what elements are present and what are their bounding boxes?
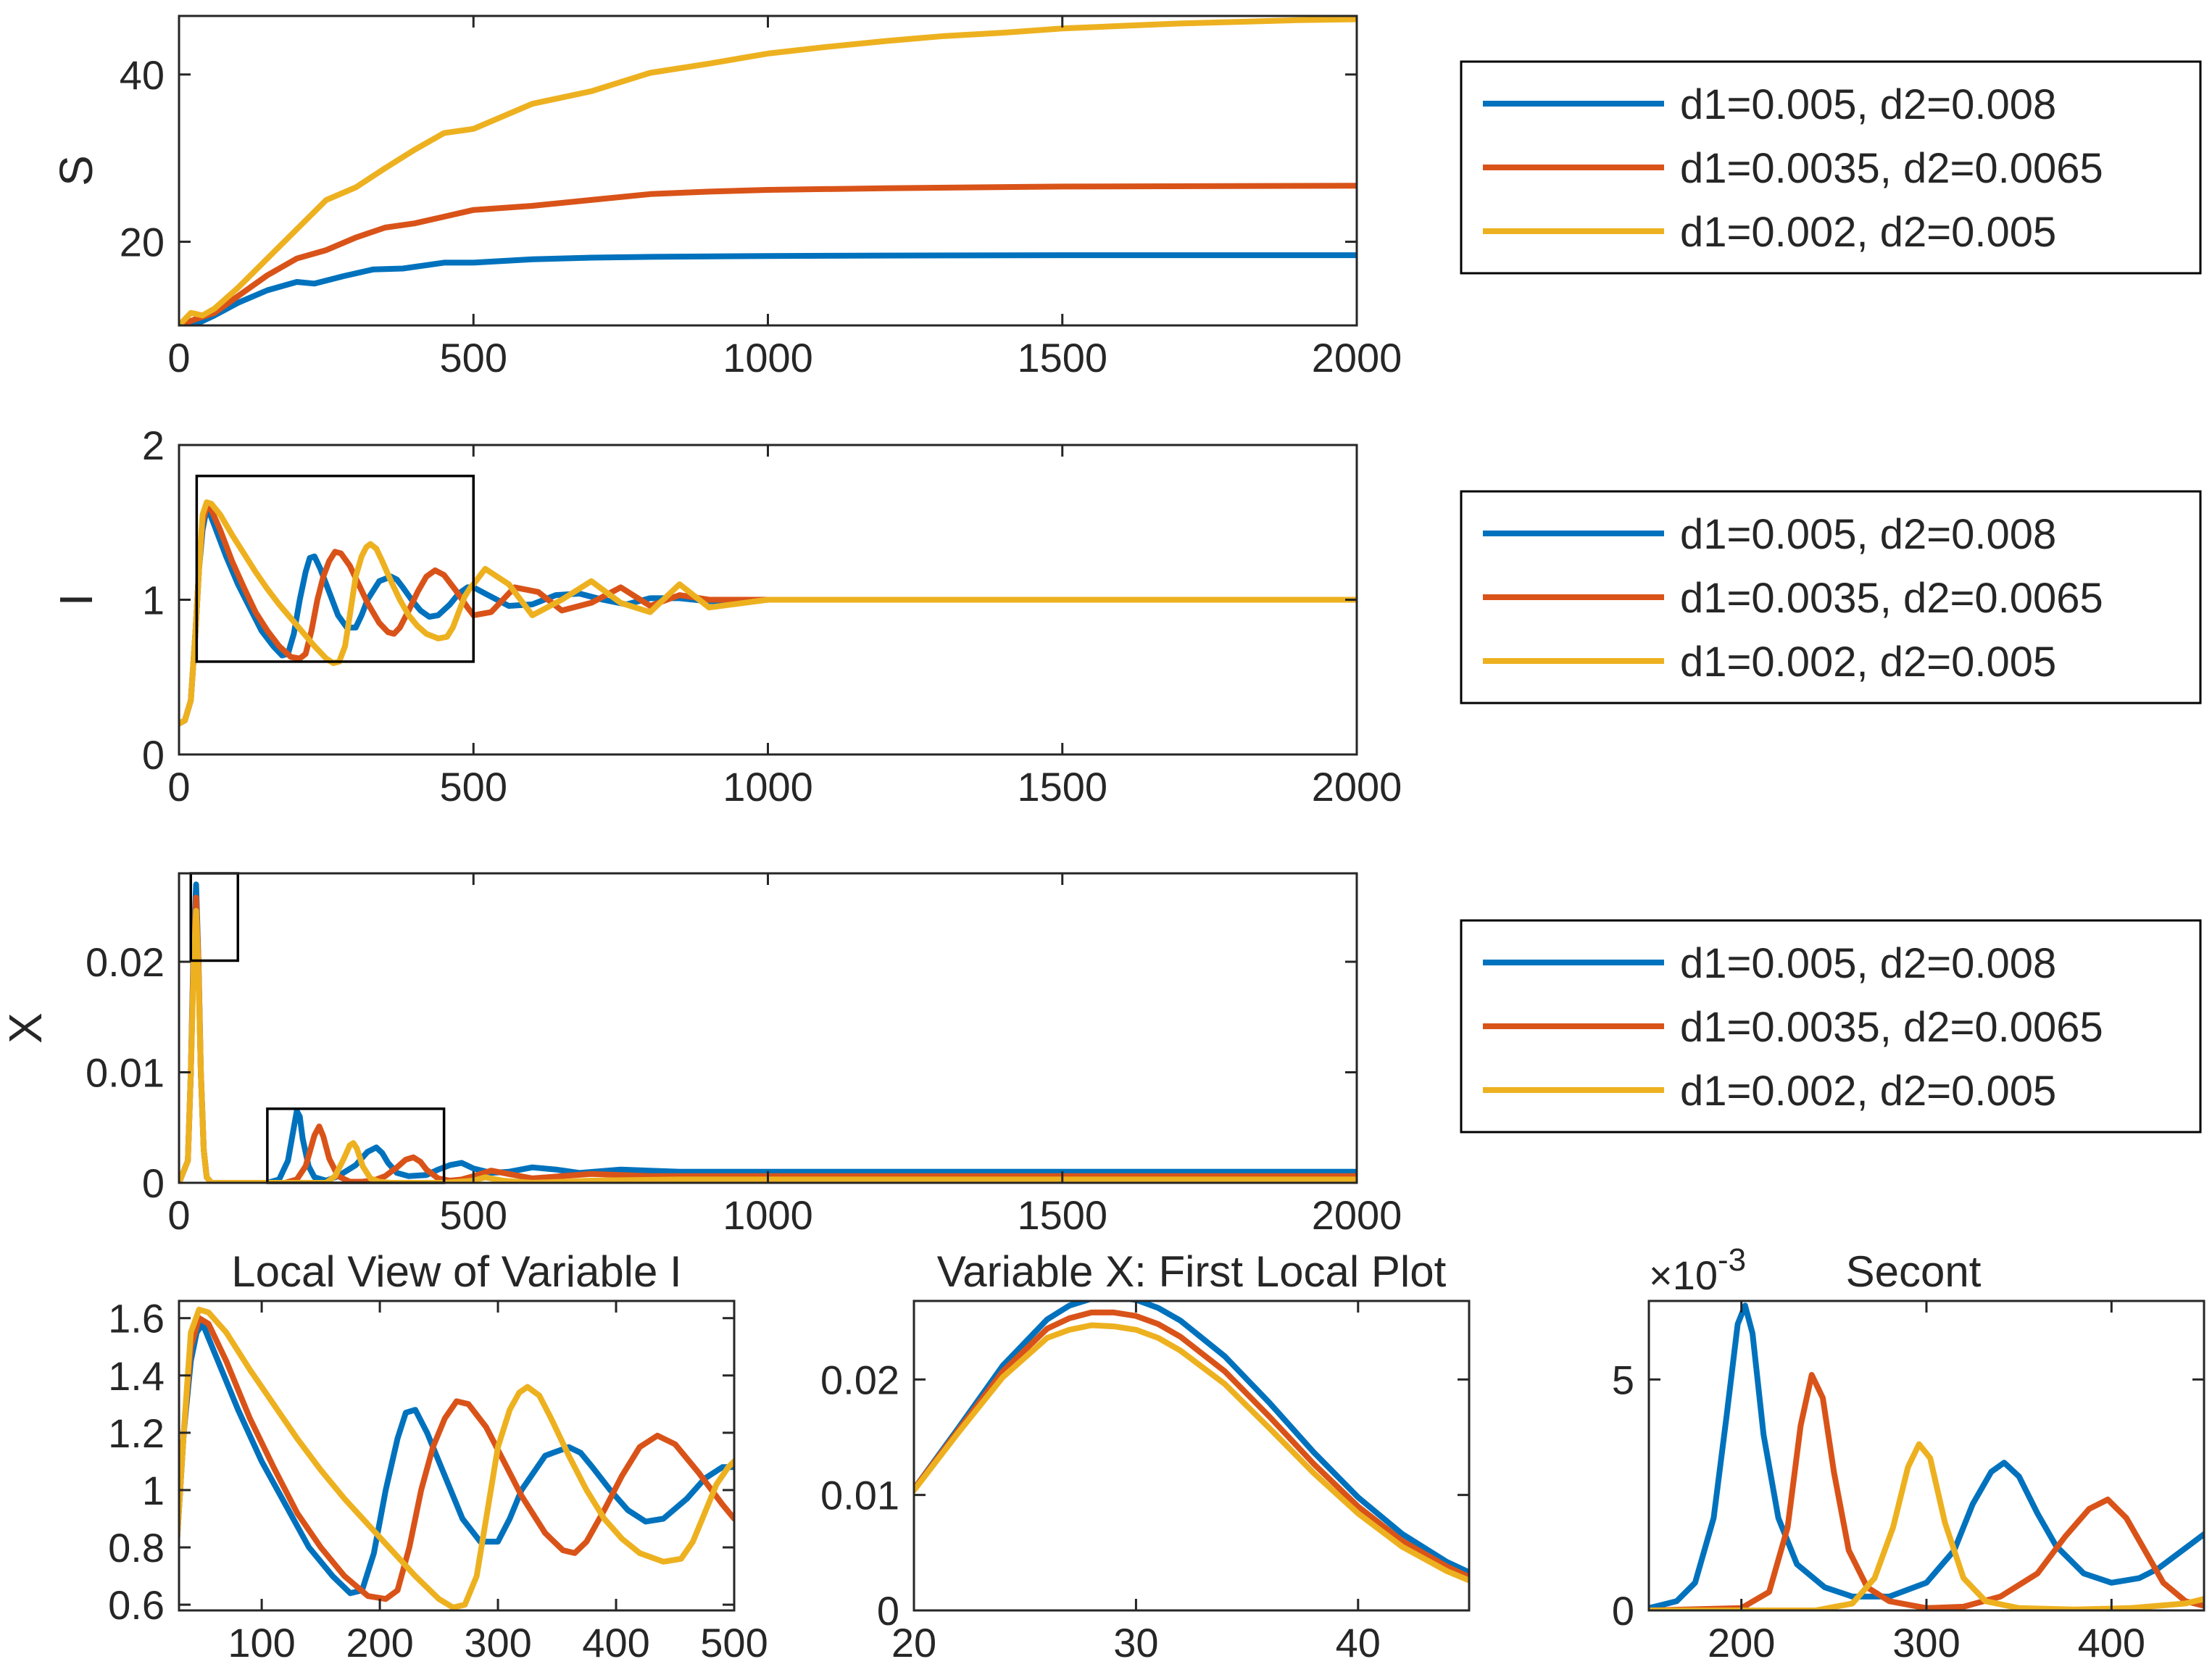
legend: d1=0.005, d2=0.008 d1=0.0035, d2=0.0065 d1… xyxy=(1460,490,2202,704)
legend: d1=0.005, d2=0.008 d1=0.0035, d2=0.0065 d1… xyxy=(1460,919,2202,1134)
series-line-3 xyxy=(179,499,1357,727)
legend-label-2: d1=0.0035, d2=0.0065 xyxy=(1680,145,2103,192)
series-line-3 xyxy=(179,16,1357,325)
y-axis-label: S xyxy=(50,155,102,186)
x-tick-label: 1500 xyxy=(1017,1192,1107,1238)
x-tick-label: 400 xyxy=(582,1620,649,1666)
x-tick-label: 500 xyxy=(440,335,507,381)
x-tick-label: 200 xyxy=(346,1620,413,1666)
x-tick-label: 300 xyxy=(464,1620,531,1666)
series-line-2 xyxy=(179,504,1357,727)
series-line-2 xyxy=(179,183,1357,325)
chart-title: Local View of Variable I xyxy=(231,1247,681,1296)
chart-local-X-second: 200 300 400 0 5 Secont ×10-3 xyxy=(1612,1242,2205,1666)
series-line-3 xyxy=(914,1322,1469,1584)
series-group xyxy=(179,499,1357,727)
x-tick-label: 1500 xyxy=(1017,764,1107,810)
y-tick-label: 1 xyxy=(142,1468,165,1513)
plot-area xyxy=(179,1301,734,1610)
plot-area xyxy=(179,873,1357,1183)
legend-label-3: d1=0.002, d2=0.005 xyxy=(1680,1068,2056,1115)
y-tick-label: 0 xyxy=(1612,1588,1634,1634)
x-tick-label: 20 xyxy=(891,1620,936,1666)
x-tick-label: 40 xyxy=(1336,1620,1381,1666)
series-line-1 xyxy=(914,1301,1469,1576)
x-tick-label: 100 xyxy=(228,1620,295,1666)
legend-label-2: d1=0.0035, d2=0.0065 xyxy=(1680,575,2103,622)
y-tick-label: 0.8 xyxy=(108,1525,165,1571)
legend-label-3: d1=0.002, d2=0.005 xyxy=(1680,639,2056,686)
x-tick-label: 0 xyxy=(167,1192,190,1238)
y-tick-label: 0.01 xyxy=(86,1050,165,1096)
legend-label-2: d1=0.0035, d2=0.0065 xyxy=(1680,1004,2103,1051)
x-tick-label: 2000 xyxy=(1312,335,1402,381)
series-group xyxy=(179,1306,734,1610)
chart-X: 0 500 1000 1500 2000 0 0.01 0.02 Xd1=0.005, d2=0… xyxy=(0,872,2202,1238)
y-exponent-label: ×10-3 xyxy=(1649,1242,1746,1298)
y-tick-label: 20 xyxy=(120,220,165,265)
legend-label-3: d1=0.002, d2=0.005 xyxy=(1680,209,2056,256)
x-tick-label: 1000 xyxy=(723,1192,813,1238)
axes-box xyxy=(178,1299,736,1612)
x-tick-label: 500 xyxy=(440,764,507,810)
y-tick-label: 2 xyxy=(142,423,165,468)
x-tick-label: 500 xyxy=(440,1192,507,1238)
y-tick-label: 1.6 xyxy=(108,1296,165,1342)
y-tick-label: 40 xyxy=(120,52,165,98)
series-line-2 xyxy=(914,1309,1469,1580)
x-tick-label: 1500 xyxy=(1017,335,1107,381)
y-tick-label: 1 xyxy=(142,578,165,623)
series-line-1 xyxy=(179,1321,734,1597)
axes-box xyxy=(912,1299,1471,1612)
x-tick-label: 2000 xyxy=(1312,764,1402,810)
y-tick-label: 0 xyxy=(877,1588,899,1634)
x-tick-label: 300 xyxy=(1892,1620,1960,1666)
y-tick-label: 0 xyxy=(142,732,165,778)
y-tick-label: 1.2 xyxy=(108,1410,165,1456)
x-tick-label: 400 xyxy=(2078,1620,2145,1666)
x-tick-label: 500 xyxy=(700,1620,768,1666)
zoom-box-1 xyxy=(195,474,475,663)
y-axis-label: I xyxy=(50,594,102,607)
series-line-2 xyxy=(179,1315,734,1602)
exponent-base: ×10 xyxy=(1649,1252,1718,1298)
series-line-3 xyxy=(179,1306,734,1610)
y-axis-label: X xyxy=(0,1012,51,1044)
series-line-1 xyxy=(1649,1302,2204,1610)
y-tick-label: 0.01 xyxy=(820,1473,899,1518)
chart-title: Secont xyxy=(1846,1247,1982,1296)
y-tick-label: 5 xyxy=(1612,1357,1634,1402)
x-tick-label: 1000 xyxy=(723,335,813,381)
legend-label-1: d1=0.005, d2=0.008 xyxy=(1680,511,2056,558)
y-tick-label: 0 xyxy=(142,1160,165,1206)
exponent-power: -3 xyxy=(1718,1242,1746,1278)
x-tick-label: 0 xyxy=(167,764,190,810)
series-line-1 xyxy=(179,252,1357,325)
legend: d1=0.005, d2=0.008 d1=0.0035, d2=0.0065 d1… xyxy=(1460,60,2202,275)
x-tick-label: 1000 xyxy=(723,764,813,810)
legend-label-1: d1=0.005, d2=0.008 xyxy=(1680,81,2056,128)
x-tick-label: 2000 xyxy=(1312,1192,1402,1238)
legend-label-1: d1=0.005, d2=0.008 xyxy=(1680,940,2056,987)
x-tick-label: 0 xyxy=(167,335,190,381)
y-tick-label: 0.02 xyxy=(820,1357,899,1402)
x-tick-label: 30 xyxy=(1113,1620,1158,1666)
series-group xyxy=(914,1301,1469,1584)
series-line-3 xyxy=(179,907,1357,1183)
series-group xyxy=(179,16,1357,325)
y-tick-label: 0.02 xyxy=(86,939,165,985)
chart-title: Variable X: First Local Plot xyxy=(937,1247,1447,1296)
y-tick-label: 0.6 xyxy=(108,1582,165,1628)
series-line-3 xyxy=(1649,1441,2204,1610)
plot-area xyxy=(179,16,1357,325)
chart-local-X-first: 20 30 40 0 0.01 0.02 Variable X: First Local P… xyxy=(820,1247,1471,1666)
plot-area xyxy=(914,1301,1469,1610)
series-group xyxy=(179,881,1357,1183)
y-tick-label: 1.4 xyxy=(108,1353,165,1399)
x-tick-label: 200 xyxy=(1708,1620,1775,1666)
chart-local-I: 100 200 300 400 500 0.6 0.8 1 1.2 1.4 1.6 Local Vie… xyxy=(108,1247,768,1666)
